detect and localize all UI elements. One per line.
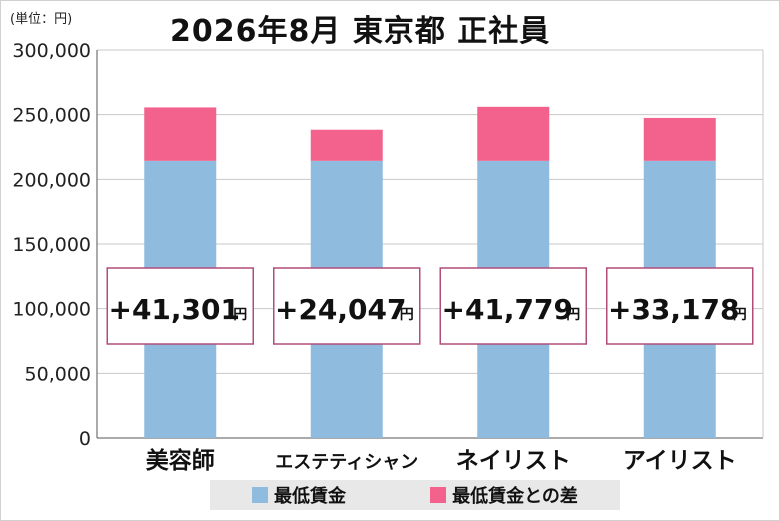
diff-annotation-box (439, 267, 587, 345)
chart-title: 2026年8月 東京都 正社員 (170, 14, 551, 49)
x-category-label: アイリスト (623, 448, 737, 474)
diff-annotation-value: +41,301 (108, 293, 240, 326)
x-category-label: エステティシャン (275, 452, 418, 473)
bar-diff (643, 117, 716, 161)
legend-item-diff: 最低賃金との差 (430, 482, 578, 508)
diff-annotation-box (273, 267, 421, 345)
bar-diff (144, 107, 217, 161)
y-tick-label: 300,000 (12, 40, 91, 62)
legend: 最低賃金 最低賃金との差 (210, 480, 620, 510)
x-category-label: 美容師 (146, 447, 215, 474)
diff-annotation-box (606, 267, 754, 345)
y-tick-label: 50,000 (25, 363, 91, 385)
bar-diff (310, 129, 383, 161)
legend-label-diff: 最低賃金との差 (452, 486, 578, 507)
legend-swatch-diff (430, 487, 447, 503)
y-tick-label: 150,000 (12, 234, 91, 256)
diff-annotation-unit: 円 (566, 307, 580, 323)
diff-annotation-value: +33,178 (608, 293, 740, 326)
diff-annotation-unit: 円 (233, 307, 247, 323)
bar-chart: 0 50,000 100,000 150,000 200,000 250,000 300,0… (12, 40, 764, 474)
unit-label: (単位：円) (10, 12, 73, 27)
diff-annotation-unit: 円 (400, 307, 414, 323)
diff-annotation-unit: 円 (733, 307, 747, 323)
diff-annotation-value: +24,047 (275, 293, 407, 326)
x-category-label: ネイリスト (456, 448, 571, 474)
y-tick-label: 100,000 (12, 299, 91, 321)
y-tick-label: 0 (79, 428, 91, 450)
diff-annotation-box (106, 267, 254, 345)
bar-diff (477, 106, 550, 161)
legend-item-base: 最低賃金 (252, 482, 346, 508)
diff-annotation-value: +41,779 (441, 293, 573, 326)
y-tick-label: 200,000 (12, 169, 91, 191)
legend-label-base: 最低賃金 (274, 486, 347, 507)
legend-swatch-base (252, 487, 269, 503)
y-tick-label: 250,000 (12, 105, 91, 127)
